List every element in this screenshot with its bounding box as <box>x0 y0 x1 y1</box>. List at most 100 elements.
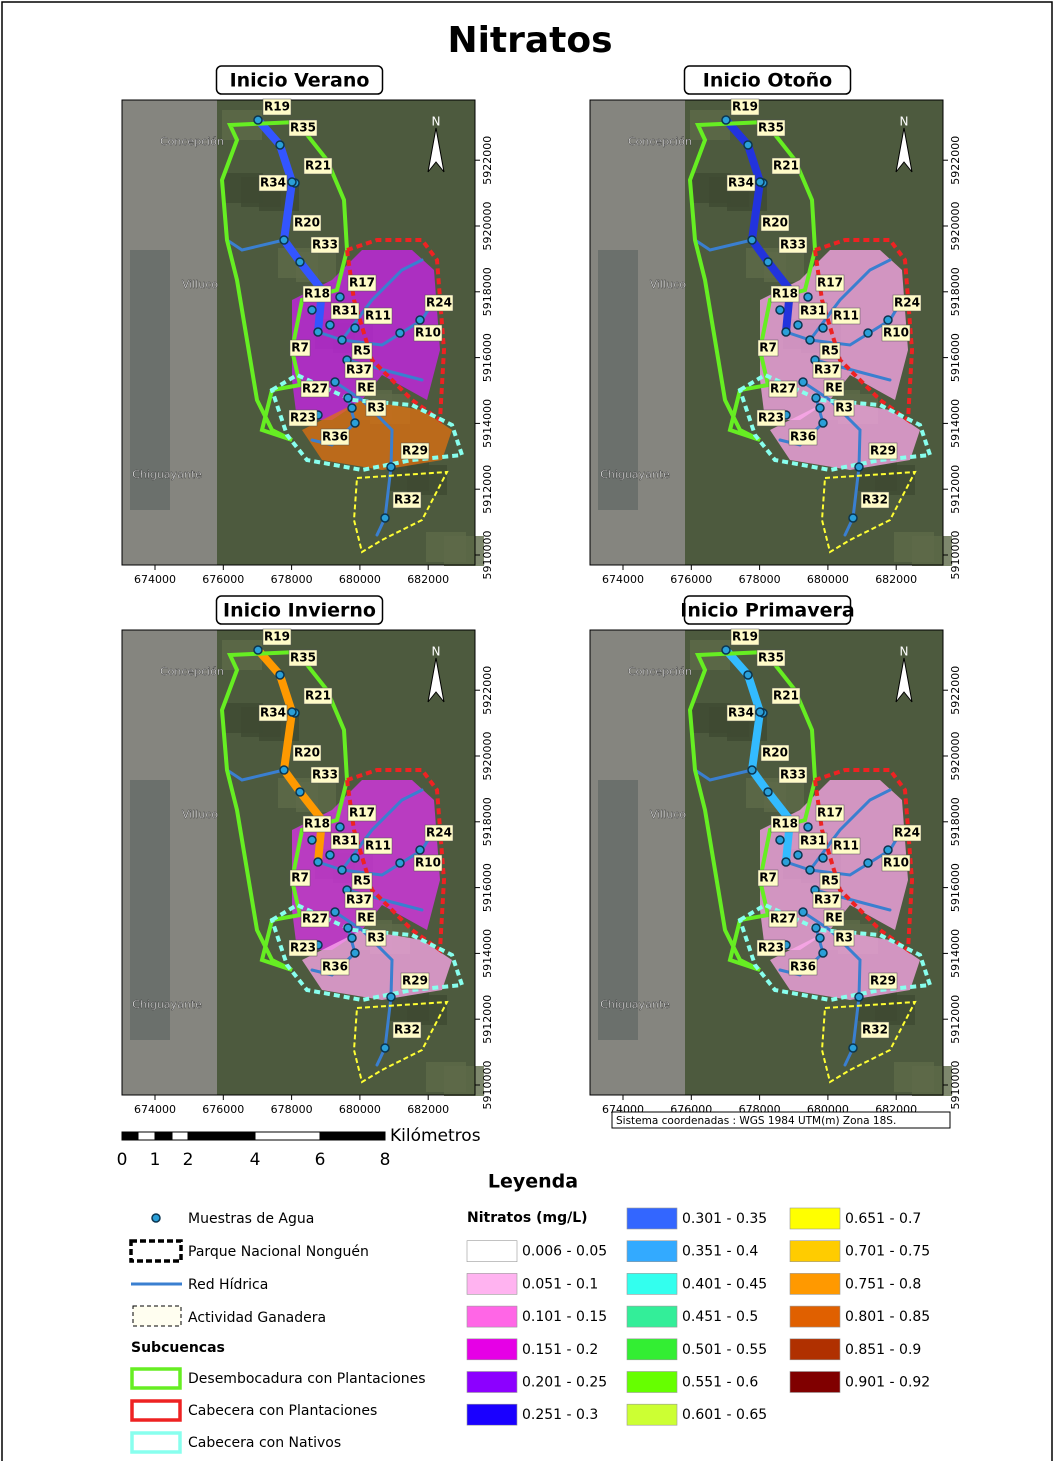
sample-point <box>819 324 827 332</box>
terrain-patch <box>894 532 934 562</box>
site-label: R37 <box>346 893 372 907</box>
sample-point <box>326 851 334 859</box>
y-tick-label: 5910000 <box>949 1061 962 1110</box>
site-label: R20 <box>294 746 320 760</box>
terrain-patch <box>426 532 466 562</box>
sample-point <box>849 1044 857 1052</box>
sample-point <box>416 316 424 324</box>
figure-title: Nitratos <box>447 20 612 61</box>
panel-title: Inicio Primavera <box>680 600 854 622</box>
site-label: R21 <box>305 159 331 173</box>
site-label: R21 <box>773 689 799 703</box>
sample-point <box>344 924 352 932</box>
site-label: R29 <box>870 444 896 458</box>
site-label: R3 <box>835 401 853 415</box>
legend-symbol <box>132 1369 180 1388</box>
sample-point <box>782 858 790 866</box>
place-label: Chiguayante <box>600 468 670 481</box>
site-label: R10 <box>415 856 441 870</box>
legend-swatch <box>627 1306 677 1327</box>
site-label: R21 <box>773 159 799 173</box>
sample-point <box>884 316 892 324</box>
site-label: R23 <box>290 941 316 955</box>
sample-point <box>812 394 820 402</box>
site-label: R31 <box>332 834 358 848</box>
panel-title: Inicio Invierno <box>223 600 376 622</box>
scale-bar-segment <box>122 1132 138 1140</box>
y-tick-label: 5920000 <box>949 202 962 251</box>
sample-point <box>308 836 316 844</box>
legend-label: 0.051 - 0.1 <box>522 1276 598 1292</box>
y-tick-label: 5916000 <box>949 863 962 912</box>
legend-label: Red Hídrica <box>188 1277 268 1293</box>
sample-point <box>764 258 772 266</box>
sample-point <box>794 321 802 329</box>
legend-label: 0.551 - 0.6 <box>682 1375 758 1391</box>
sample-point <box>819 854 827 862</box>
place-label: Concepción <box>628 135 692 148</box>
sample-point <box>338 866 346 874</box>
legend-label: 0.351 - 0.4 <box>682 1244 758 1260</box>
place-label: Chiguayante <box>600 998 670 1011</box>
legend-label: 0.451 - 0.5 <box>682 1309 758 1325</box>
site-label: R24 <box>894 826 920 840</box>
site-label: R33 <box>780 768 806 782</box>
sample-point <box>748 766 756 774</box>
sample-point <box>806 336 814 344</box>
site-label: R36 <box>322 430 348 444</box>
x-tick-label: 680000 <box>339 573 381 586</box>
sample-point <box>722 646 730 654</box>
site-label: R34 <box>728 706 754 720</box>
site-label: R29 <box>402 974 428 988</box>
terrain-patch <box>894 1062 934 1092</box>
x-tick-label: 680000 <box>807 573 849 586</box>
site-label: R33 <box>780 238 806 252</box>
legend-swatch <box>627 1372 677 1393</box>
place-label: Concepción <box>160 135 224 148</box>
site-label: R18 <box>772 817 798 831</box>
legend-label: Cabecera con Nativos <box>188 1435 341 1451</box>
legend-swatch <box>467 1372 517 1393</box>
site-label: R27 <box>770 382 796 396</box>
y-tick-label: 5920000 <box>949 732 962 781</box>
y-tick-label: 5922000 <box>949 666 962 715</box>
sample-point <box>338 336 346 344</box>
site-label: R20 <box>762 216 788 230</box>
scale-bar-segment <box>138 1132 155 1140</box>
site-label: R11 <box>833 309 859 323</box>
sample-point <box>336 823 344 831</box>
site-label: R7 <box>759 871 777 885</box>
map-panel: 6740006760006780006800006820005910000591… <box>590 596 962 1116</box>
legend-label: Cabecera con Plantaciones <box>188 1403 377 1419</box>
legend-swatch <box>790 1273 840 1294</box>
legend-label: 0.701 - 0.75 <box>845 1244 930 1260</box>
terrain-patch <box>426 1062 466 1092</box>
site-label: R36 <box>322 960 348 974</box>
sample-point <box>387 463 395 471</box>
sample-point <box>280 766 288 774</box>
site-label: R31 <box>800 304 826 318</box>
sample-point <box>288 178 296 186</box>
site-label: R32 <box>394 1023 420 1037</box>
site-label: R10 <box>415 326 441 340</box>
sample-point <box>799 908 807 916</box>
legend-swatch <box>467 1273 517 1294</box>
place-label: Chiguayante <box>132 468 202 481</box>
map-panel: 6740006760006780006800006820005910000591… <box>590 66 962 586</box>
legend-label: 0.751 - 0.8 <box>845 1276 921 1292</box>
site-label: R11 <box>833 839 859 853</box>
sample-point <box>387 993 395 1001</box>
site-label: R7 <box>291 871 309 885</box>
x-tick-label: 678000 <box>271 573 313 586</box>
site-label: R7 <box>291 341 309 355</box>
north-label: N <box>432 115 441 129</box>
site-label: R17 <box>817 806 843 820</box>
map-panel: 6740006760006780006800006820005910000591… <box>122 596 494 1116</box>
y-tick-label: 5914000 <box>949 929 962 978</box>
sample-point <box>280 236 288 244</box>
scale-bar-label: 1 <box>150 1150 161 1170</box>
y-tick-label: 5912000 <box>481 995 494 1044</box>
site-label: R19 <box>264 100 290 114</box>
sample-point <box>288 708 296 716</box>
legend-swatch <box>467 1241 517 1262</box>
